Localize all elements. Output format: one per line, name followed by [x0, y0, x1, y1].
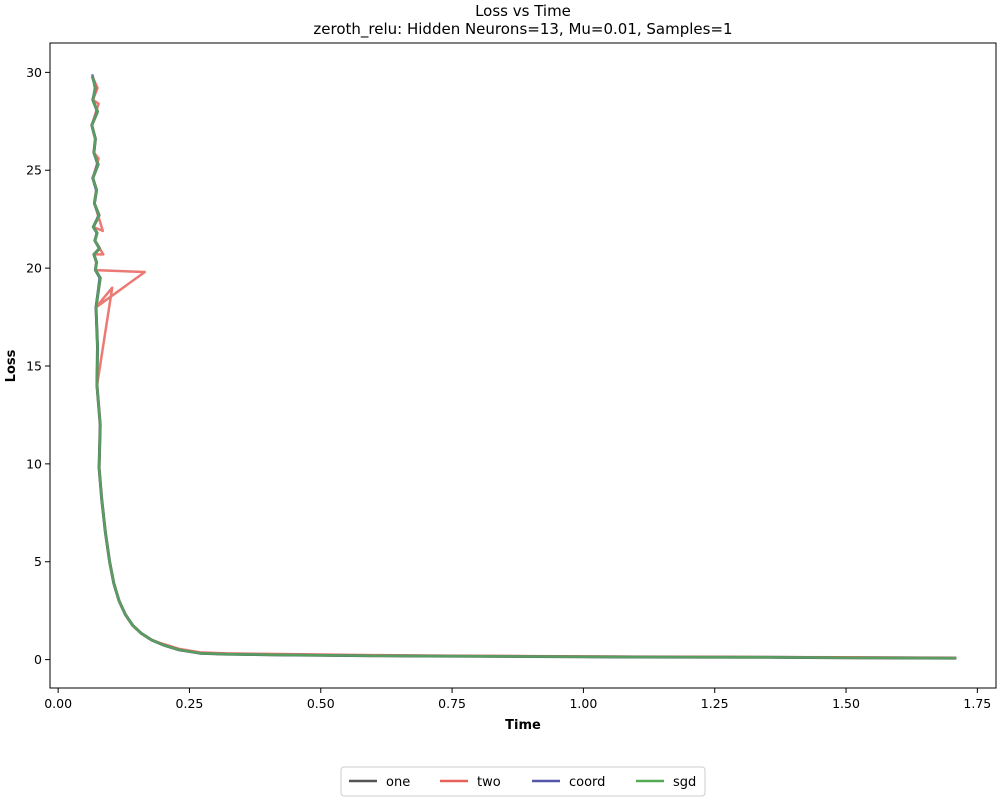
x-tick-label: 1.00 — [569, 696, 597, 711]
plot-area-frame — [49, 42, 997, 689]
y-axis-label: Loss — [4, 349, 19, 382]
x-tick-label: 1.50 — [832, 696, 860, 711]
legend-label-one: one — [386, 775, 410, 790]
legend: one two coord sgd — [340, 766, 706, 797]
legend-items: one two coord sgd — [349, 775, 696, 790]
x-tick-label: 0.25 — [176, 696, 204, 711]
y-tick-label: 15 — [26, 358, 42, 373]
x-tick-label: 0.50 — [307, 696, 335, 711]
y-tick-label: 25 — [26, 163, 42, 178]
y-axis-ticks: 0 5 10 15 20 25 30 — [26, 65, 50, 667]
series-line-coord — [90, 74, 957, 660]
y-tick-label: 5 — [34, 554, 42, 569]
x-tick-label: 1.75 — [963, 696, 991, 711]
x-tick-label: 0.75 — [438, 696, 466, 711]
chart-subtitle: zeroth_relu: Hidden Neurons=13, Mu=0.01,… — [313, 20, 732, 39]
y-tick-label: 30 — [26, 65, 42, 80]
y-tick-label: 0 — [34, 652, 42, 667]
x-tick-label: 0.00 — [44, 696, 72, 711]
chart-title: Loss vs Time — [475, 2, 571, 20]
series-layer — [90, 74, 957, 660]
y-tick-label: 20 — [26, 261, 42, 276]
x-tick-label: 1.25 — [701, 696, 729, 711]
series-line-two — [90, 75, 957, 659]
legend-label-two: two — [477, 775, 501, 790]
x-axis-label: Time — [505, 718, 541, 733]
series-line-sgd — [90, 75, 957, 660]
legend-label-coord: coord — [569, 775, 605, 790]
legend-label-sgd: sgd — [673, 775, 696, 790]
y-tick-label: 10 — [26, 456, 42, 471]
x-axis-ticks: 0.00 0.25 0.50 0.75 1.00 1.25 1.50 1.75 — [44, 688, 991, 711]
series-line-one — [90, 75, 957, 660]
legend-box — [340, 766, 706, 797]
